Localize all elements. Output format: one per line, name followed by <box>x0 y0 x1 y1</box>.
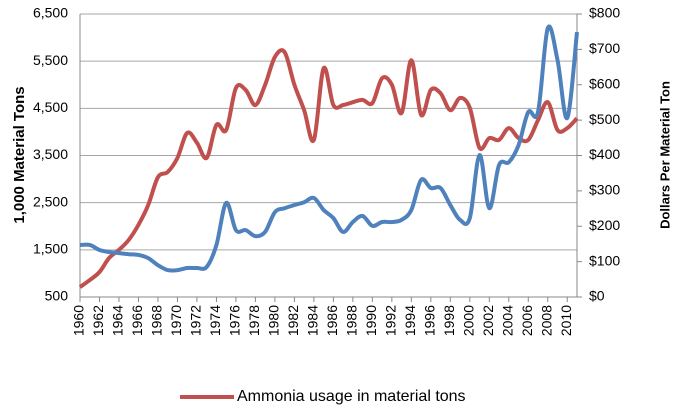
y2-tick-label: $0 <box>589 288 605 304</box>
x-tick-label: 1986 <box>324 305 340 336</box>
x-tick-label: 2000 <box>461 305 477 336</box>
x-tick-label: 1980 <box>266 305 282 336</box>
y2-axis-title: Dollars Per Material Ton <box>657 81 672 229</box>
series-line <box>79 24 579 273</box>
y-tick-label: 6,500 <box>33 5 68 21</box>
x-tick-label: 1996 <box>422 305 438 336</box>
y2-tick-label: $400 <box>589 146 620 162</box>
y-tick-label: 2,500 <box>33 193 68 209</box>
y-tick-label: 1,500 <box>33 241 68 257</box>
x-tick-label: 1974 <box>207 305 223 336</box>
y2-tick-label: $200 <box>589 217 620 233</box>
y2-tick-label: $300 <box>589 182 620 198</box>
x-tick-label: 1984 <box>305 305 321 336</box>
x-tick-label: 1976 <box>227 305 243 336</box>
x-tick-label: 1994 <box>402 305 418 336</box>
y2-tick-label: $700 <box>589 40 620 56</box>
x-tick-label: 2006 <box>519 305 535 336</box>
y-tick-label: 500 <box>45 288 69 304</box>
y-tick-label: 3,500 <box>33 146 68 162</box>
x-tick-label: 1960 <box>71 305 87 336</box>
x-tick-label: 2002 <box>480 305 496 336</box>
x-tick-label: 1972 <box>188 305 204 336</box>
x-tick-label: 1964 <box>110 305 126 336</box>
x-tick-label: 1978 <box>246 305 262 336</box>
x-tick-label: 2004 <box>499 305 515 336</box>
x-tick-label: 1982 <box>285 305 301 336</box>
y-axis-title: 1,000 Material Tons <box>11 86 28 223</box>
x-tick-label: 1992 <box>383 305 399 336</box>
legend-label: Ammonia usage in material tons <box>237 388 466 405</box>
x-tick-label: 2010 <box>558 305 574 336</box>
y-tick-label: 4,500 <box>33 99 68 115</box>
x-tick-label: 1988 <box>344 305 360 336</box>
x-tick-label: 2008 <box>538 305 554 336</box>
y2-tick-label: $500 <box>589 111 620 127</box>
y2-tick-label: $600 <box>589 75 620 91</box>
series-line <box>78 48 579 289</box>
x-tick-label: 1968 <box>149 305 165 336</box>
y2-tick-label: $100 <box>589 252 620 268</box>
x-tick-label: 1966 <box>129 305 145 336</box>
x-tick-label: 1998 <box>441 305 457 336</box>
x-tick-label: 1990 <box>363 305 379 336</box>
y-tick-label: 5,500 <box>33 52 68 68</box>
x-tick-label: 1962 <box>90 305 106 336</box>
x-tick-label: 1970 <box>168 305 184 336</box>
y2-tick-label: $800 <box>589 5 620 21</box>
